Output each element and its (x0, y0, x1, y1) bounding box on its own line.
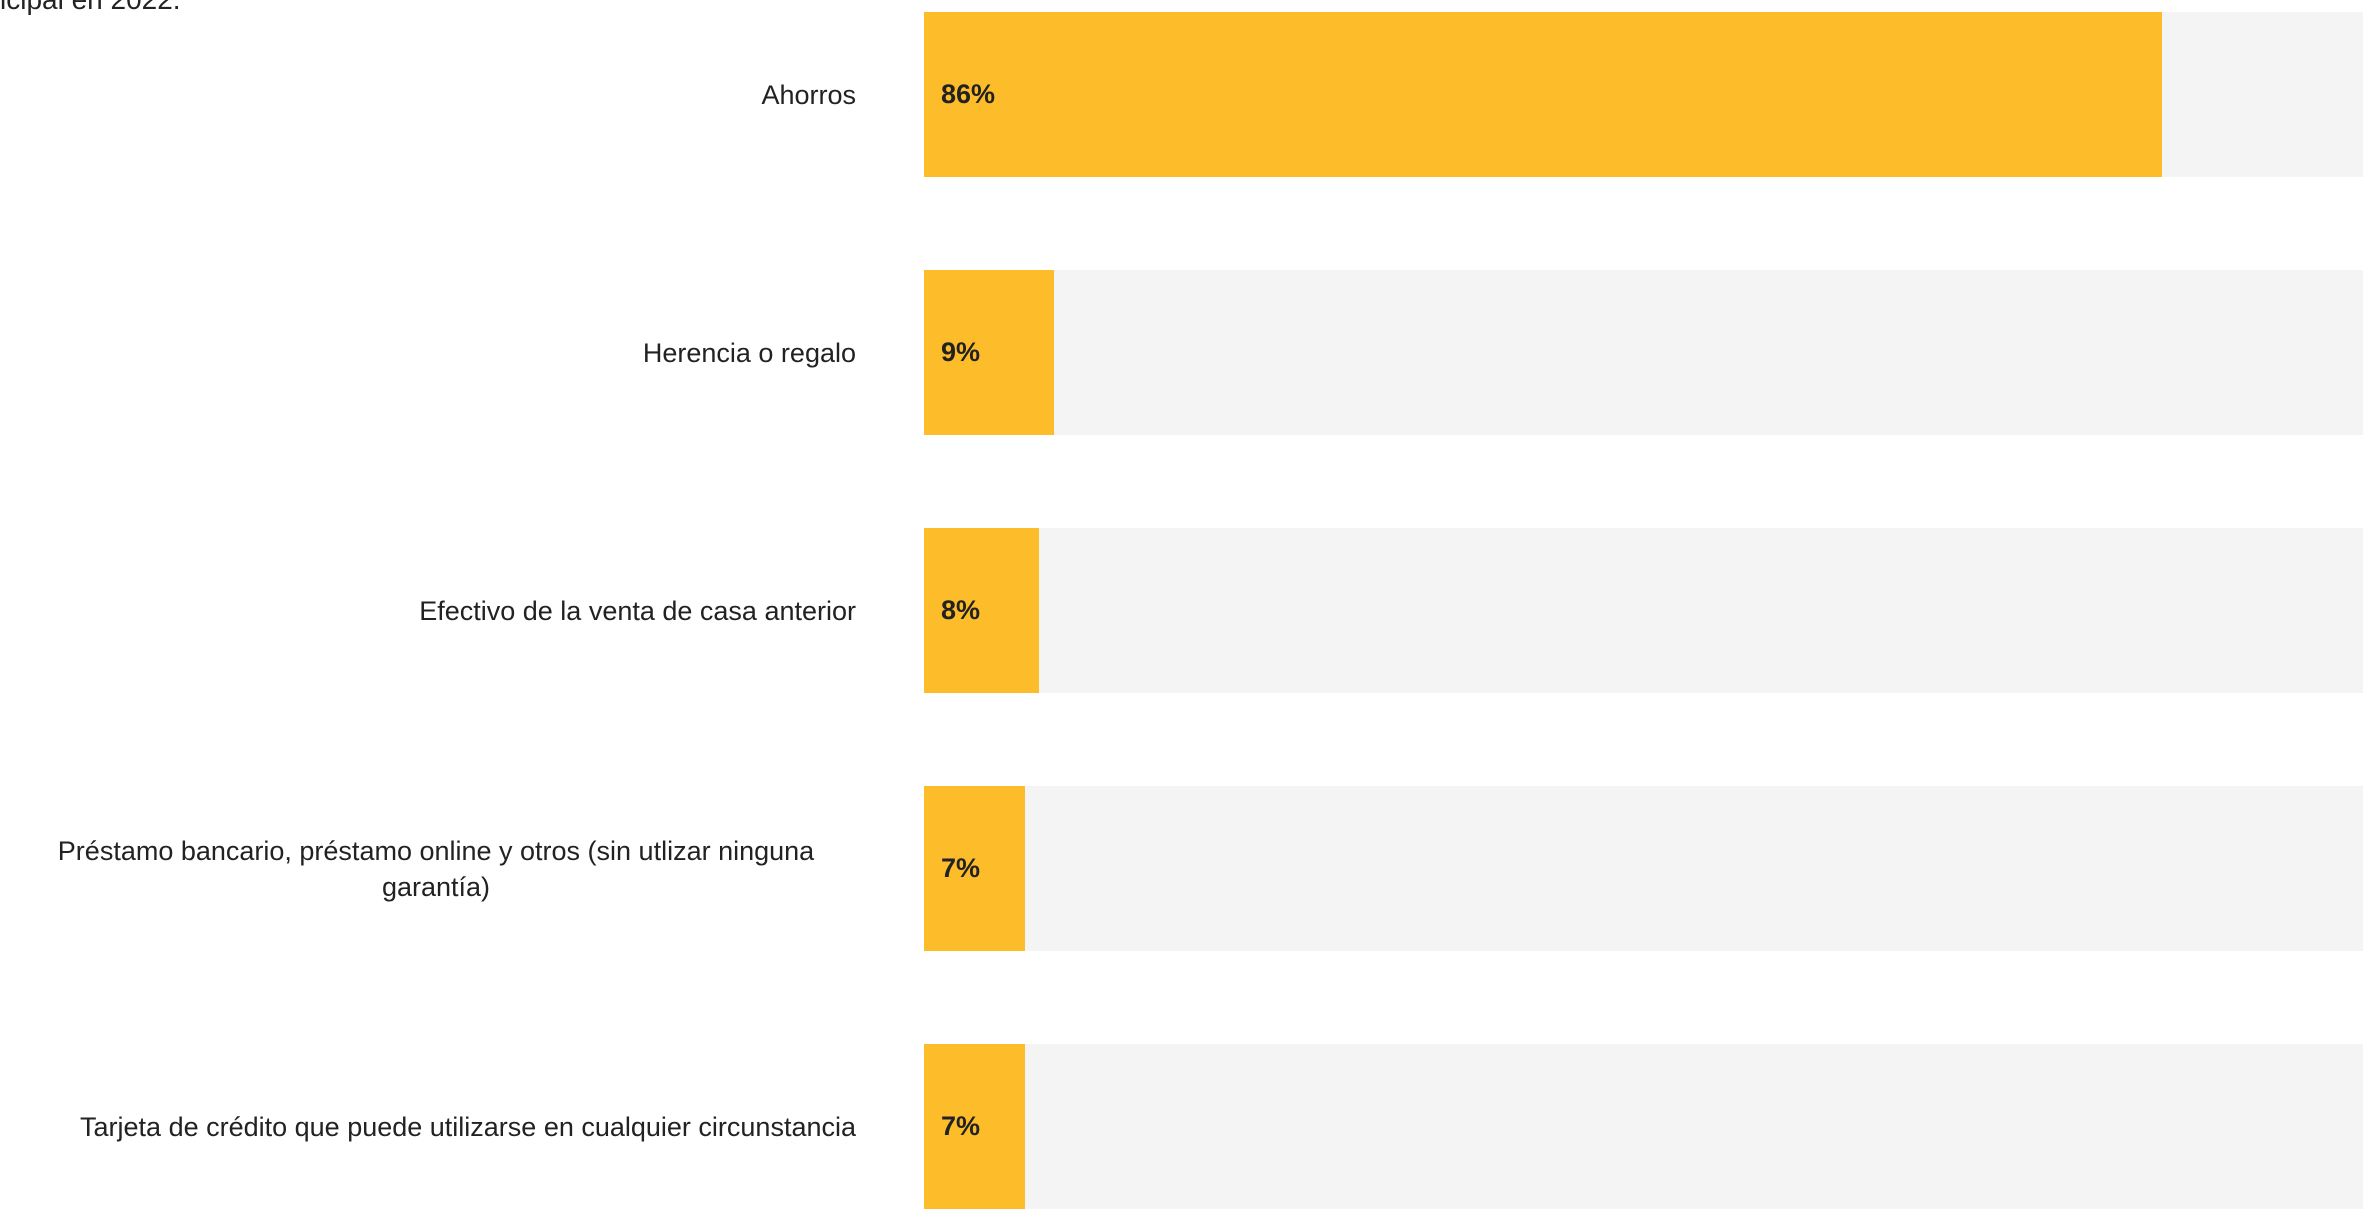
bar-track (924, 528, 2363, 693)
category-label-box: Tarjeta de crédito que puede utilizarse … (0, 1044, 856, 1209)
bar-row: Ahorros 86% (0, 12, 2367, 177)
value-label: 7% (941, 1111, 981, 1141)
bar (924, 528, 1040, 693)
value-label: 86% (941, 79, 996, 109)
bar-track (924, 786, 2363, 951)
chart-title: icipal en 2022. (0, 0, 181, 16)
bar-row: Tarjeta de crédito que puede utilizarse … (0, 1044, 2367, 1209)
category-label-box: Préstamo bancario, préstamo online y otr… (0, 786, 856, 951)
bar-track (924, 270, 2363, 435)
bar-track (924, 1044, 2363, 1209)
category-label: Herencia o regalo (642, 337, 856, 368)
category-label: Ahorros (761, 79, 856, 110)
bar-row: Herencia o regalo 9% (0, 270, 2367, 435)
bar (924, 270, 1054, 435)
category-label: Tarjeta de crédito que puede utilizarse … (80, 1111, 856, 1142)
bar-row: Préstamo bancario, préstamo online y otr… (0, 786, 2367, 951)
category-label-box: Ahorros (0, 12, 856, 177)
bar-row: Efectivo de la venta de casa anterior 8% (0, 528, 2367, 693)
bar (924, 786, 1025, 951)
category-label: Efectivo de la venta de casa anterior (419, 595, 856, 626)
value-label: 8% (941, 595, 981, 625)
value-label: 9% (941, 337, 981, 367)
category-label-box: Efectivo de la venta de casa anterior (0, 528, 856, 693)
bar (924, 12, 2162, 177)
category-label: Préstamo bancario, préstamo online y otr… (57, 835, 815, 902)
category-label-box: Herencia o regalo (0, 270, 856, 435)
bar (924, 1044, 1025, 1209)
value-label: 7% (941, 853, 981, 883)
